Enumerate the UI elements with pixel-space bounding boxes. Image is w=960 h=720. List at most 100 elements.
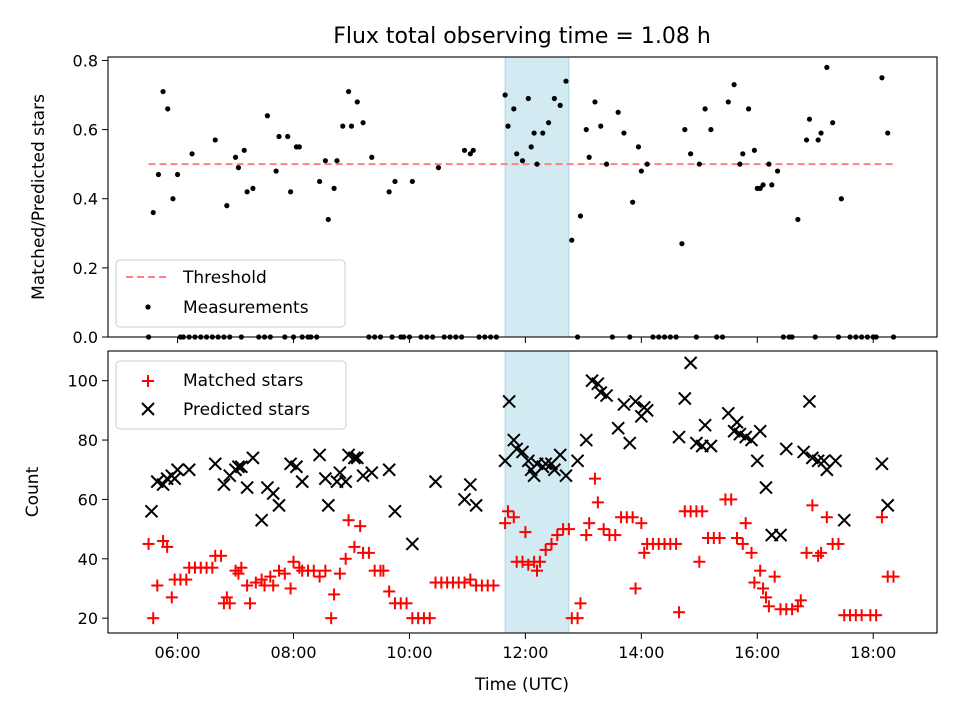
measurements-legend-swatch	[145, 304, 151, 310]
predicted-star-point	[672, 430, 686, 444]
predicted-star-point	[182, 463, 196, 477]
matched-star-point	[768, 570, 781, 583]
measurement-point	[615, 109, 621, 115]
matched-star-point	[759, 591, 772, 604]
predicted-star-point	[217, 477, 231, 492]
matched-star-point	[161, 540, 174, 553]
matched-star-point	[499, 517, 512, 530]
matched-star-point	[757, 582, 770, 595]
measurement-point	[751, 147, 757, 153]
matched-star-point	[516, 555, 529, 568]
predicted-star-point	[382, 463, 396, 477]
predicted-star-point	[266, 486, 280, 501]
measurement-point	[806, 116, 813, 122]
measurement-point	[461, 147, 468, 153]
x-tick-label: 10:00	[386, 643, 432, 662]
measurement-point	[635, 144, 642, 150]
matched-star-point	[249, 576, 262, 589]
matched-star-point	[638, 546, 651, 559]
measurement-point	[519, 158, 526, 164]
count-y-axis-label: Count	[23, 466, 43, 517]
predicted-star-point	[547, 463, 562, 477]
matched-star-point	[519, 526, 532, 539]
matched-star-point	[241, 579, 254, 592]
predicted-star-point	[579, 433, 593, 447]
matched-star-point	[713, 532, 726, 545]
predicted-star-point	[365, 465, 379, 480]
measurement-point	[160, 88, 166, 95]
measurement-point	[818, 130, 824, 136]
measurement-point	[583, 126, 589, 133]
matched-legend-swatch	[142, 375, 154, 387]
matched-star-point	[362, 546, 375, 559]
predicted-star-point	[312, 448, 327, 462]
observing-window-span	[504, 56, 570, 338]
measurement-point	[170, 196, 176, 202]
ratio-plot-frame	[107, 56, 938, 338]
predicted-star-point	[753, 424, 767, 438]
matched-star-point	[232, 567, 245, 580]
measurement-point	[731, 82, 737, 88]
matched-star-point	[693, 555, 706, 568]
count-plot-frame	[107, 350, 938, 634]
measurement-point	[334, 158, 340, 164]
y-tick-label: 40	[78, 550, 98, 569]
count-panel: 20 40 60 80 100 06:00 08:00 10:00 12:00 14:00 16:…	[23, 350, 938, 695]
matched-star-point	[377, 564, 390, 577]
measurement-point	[470, 147, 476, 153]
count-legend-box	[115, 360, 347, 430]
predicted-star-point	[469, 498, 483, 513]
threshold-legend-label: Threshold	[182, 268, 267, 288]
matched-star-point	[539, 543, 552, 556]
measurement-point	[774, 168, 781, 174]
predicted-star-point	[388, 504, 402, 519]
measurement-point	[740, 151, 746, 157]
matched-star-point	[791, 600, 804, 613]
matched-star-point	[354, 520, 367, 533]
y-tick-label: 20	[78, 609, 98, 628]
matched-star-point	[820, 511, 833, 524]
ratio-y-axis-label: Matched/Predicted stars	[29, 94, 49, 300]
x-axis-label: Time (UTC)	[474, 675, 569, 695]
matched-star-point	[147, 612, 160, 625]
matched-legend-label: Matched stars	[183, 371, 303, 391]
measurement-point	[505, 123, 511, 129]
predicted-star-point	[167, 471, 182, 486]
matched-star-point	[800, 546, 813, 559]
measurement-point	[824, 64, 830, 70]
measurement-point	[630, 199, 636, 205]
measurement-point	[598, 123, 604, 129]
predicted-star-point	[640, 403, 654, 418]
matched-star-point	[533, 555, 546, 568]
matched-star-point	[215, 549, 228, 562]
predicted-star-point	[759, 480, 773, 495]
predicted-legend-label: Predicted stars	[183, 400, 310, 420]
predicted-star-point	[240, 480, 254, 495]
predicted-star-point	[254, 513, 269, 527]
measurement-point	[325, 216, 331, 223]
measurement-point	[769, 182, 775, 188]
matched-star-point	[583, 517, 596, 530]
matched-star-point	[629, 582, 642, 595]
predicted-star-point	[295, 474, 309, 489]
measurement-point	[250, 185, 256, 191]
measurement-point	[621, 130, 627, 136]
matched-star-point	[815, 546, 828, 559]
matched-star-point	[278, 567, 291, 580]
matched-star-point	[487, 579, 500, 592]
matched-star-point	[745, 546, 758, 559]
x-tick-label: 18:00	[850, 643, 896, 662]
measurement-point	[502, 92, 508, 98]
matched-star-point	[754, 564, 767, 577]
measurement-point	[766, 161, 772, 167]
predicted-star-point	[144, 504, 159, 519]
predicted-star-point	[350, 451, 364, 465]
matched-star-point	[235, 561, 248, 574]
matched-star-point	[267, 579, 280, 592]
measurement-point	[189, 151, 195, 157]
matched-star-point	[223, 597, 236, 610]
predicted-star-point	[559, 468, 573, 483]
predicted-star-point	[498, 454, 512, 468]
measurement-point	[760, 182, 766, 188]
measurement-point	[348, 123, 355, 129]
